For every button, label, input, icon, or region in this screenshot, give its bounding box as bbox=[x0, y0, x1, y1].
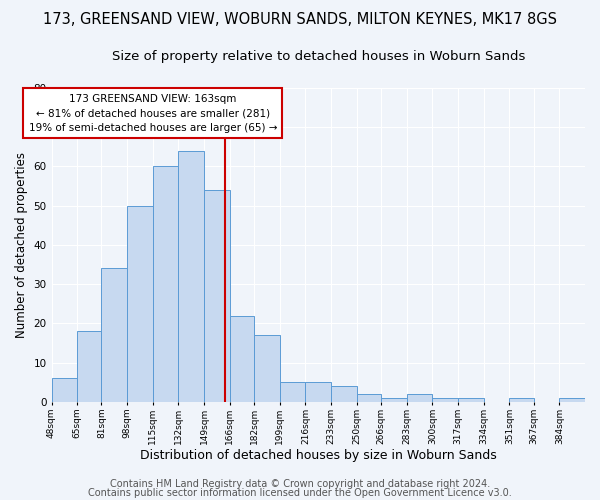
Bar bbox=[77, 332, 101, 402]
Bar bbox=[559, 398, 585, 402]
Text: Contains public sector information licensed under the Open Government Licence v3: Contains public sector information licen… bbox=[88, 488, 512, 498]
Text: 173 GREENSAND VIEW: 163sqm
← 81% of detached houses are smaller (281)
19% of sem: 173 GREENSAND VIEW: 163sqm ← 81% of deta… bbox=[29, 94, 277, 134]
Bar bbox=[331, 386, 357, 402]
Bar bbox=[433, 398, 458, 402]
X-axis label: Distribution of detached houses by size in Woburn Sands: Distribution of detached houses by size … bbox=[140, 450, 497, 462]
Bar bbox=[52, 378, 77, 402]
Bar bbox=[178, 150, 204, 402]
Bar bbox=[153, 166, 178, 402]
Text: 173, GREENSAND VIEW, WOBURN SANDS, MILTON KEYNES, MK17 8GS: 173, GREENSAND VIEW, WOBURN SANDS, MILTO… bbox=[43, 12, 557, 28]
Bar bbox=[280, 382, 305, 402]
Bar bbox=[509, 398, 533, 402]
Bar bbox=[305, 382, 331, 402]
Y-axis label: Number of detached properties: Number of detached properties bbox=[15, 152, 28, 338]
Bar bbox=[407, 394, 433, 402]
Title: Size of property relative to detached houses in Woburn Sands: Size of property relative to detached ho… bbox=[112, 50, 525, 63]
Bar bbox=[101, 268, 127, 402]
Bar bbox=[254, 335, 280, 402]
Bar bbox=[381, 398, 407, 402]
Bar bbox=[458, 398, 484, 402]
Bar bbox=[357, 394, 381, 402]
Bar bbox=[204, 190, 230, 402]
Text: Contains HM Land Registry data © Crown copyright and database right 2024.: Contains HM Land Registry data © Crown c… bbox=[110, 479, 490, 489]
Bar bbox=[127, 206, 153, 402]
Bar bbox=[230, 316, 254, 402]
